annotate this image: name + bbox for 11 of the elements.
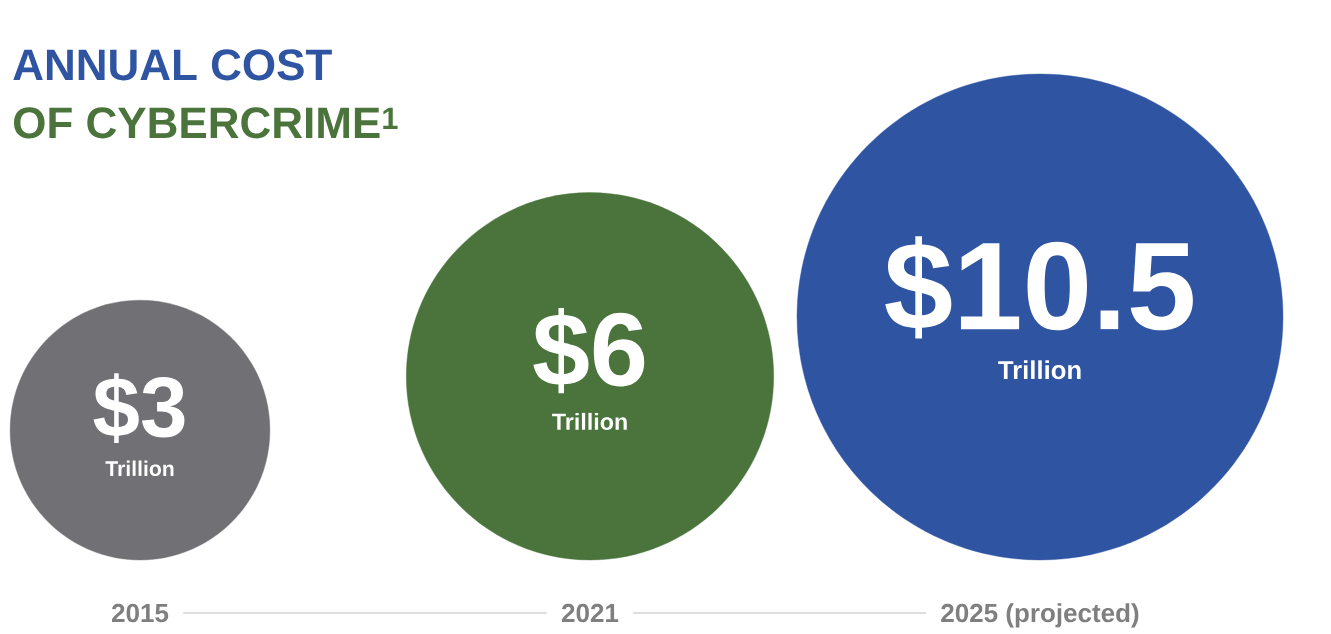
- data-label: $10.5: [885, 236, 1193, 339]
- text: ANNUAL COST: [13, 49, 332, 81]
- category-label: 2021: [561, 603, 619, 623]
- text: Trillion: [552, 412, 627, 430]
- category-label: 2015: [111, 603, 169, 623]
- text: Trillion: [998, 360, 1081, 380]
- data-label: $3: [93, 373, 185, 443]
- data-label: $6: [533, 308, 645, 394]
- text: Trillion: [105, 460, 174, 477]
- text: OF CYBERCRIME$^{1}$: [14, 107, 398, 139]
- category-label: 2025 (projected): [941, 603, 1139, 628]
